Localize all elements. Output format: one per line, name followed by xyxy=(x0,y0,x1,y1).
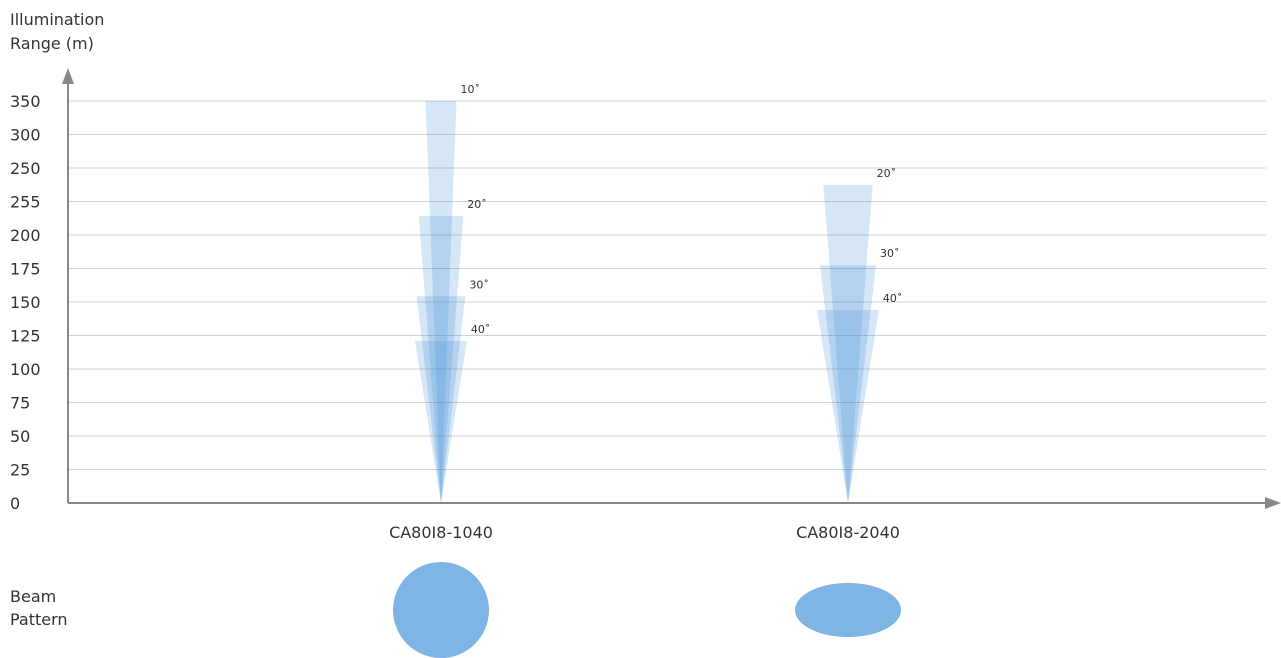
beam-angle-label: 20˚ xyxy=(877,167,897,180)
beam-cone xyxy=(415,341,467,503)
beam-angle-label: 40˚ xyxy=(883,292,903,305)
y-tick-label: 300 xyxy=(10,126,41,145)
beam-pattern-ellipse xyxy=(795,583,901,637)
y-tick-label: 175 xyxy=(10,260,41,279)
beam-cones: 10˚ 20˚ 30˚ 40˚ 20˚ 30˚ 40˚ xyxy=(415,83,903,504)
y-tick-label: 0 xyxy=(10,494,20,513)
y-axis-title-line-2: Range (m) xyxy=(10,34,94,53)
y-tick-label: 200 xyxy=(10,226,41,245)
y-tick-label: 255 xyxy=(10,193,41,212)
y-axis-title-line-1: Illumination xyxy=(10,10,104,29)
beam-cone xyxy=(819,265,877,503)
beam-angle-label: 30˚ xyxy=(880,247,900,260)
y-tick-label: 250 xyxy=(10,159,41,178)
y-tick-label: 350 xyxy=(10,92,41,111)
axes xyxy=(62,68,1281,509)
x-axis-arrow-icon xyxy=(1265,497,1281,509)
beam-cone xyxy=(416,296,466,503)
y-tick-label: 100 xyxy=(10,360,41,379)
beam-cone xyxy=(823,184,873,504)
beam-cone xyxy=(418,215,464,503)
beam-pattern-label-line-2: Pattern xyxy=(10,610,68,629)
beam-angle-label: 40˚ xyxy=(471,323,491,336)
beam-pattern-circle xyxy=(393,562,489,658)
beam-cone xyxy=(425,101,457,503)
y-tick-labels: 0 25 50 75 100 125 150 175 200 255 250 300 350 xyxy=(10,92,41,513)
category-label-1: CA80I8-1040 xyxy=(389,523,493,542)
beam-cone xyxy=(817,310,879,503)
y-tick-label: 25 xyxy=(10,461,30,480)
category-label-2: CA80I8-2040 xyxy=(796,523,900,542)
beam-angle-label: 30˚ xyxy=(469,278,489,291)
beam-angle-label: 10˚ xyxy=(460,83,480,96)
y-tick-label: 75 xyxy=(10,394,30,413)
y-axis-arrow-icon xyxy=(62,68,74,84)
beam-angle-label: 20˚ xyxy=(467,198,487,211)
beam-pattern-label-line-1: Beam xyxy=(10,587,56,606)
y-tick-label: 150 xyxy=(10,293,41,312)
y-tick-label: 125 xyxy=(10,327,41,346)
y-tick-label: 50 xyxy=(10,427,30,446)
grid-lines xyxy=(68,100,1266,470)
